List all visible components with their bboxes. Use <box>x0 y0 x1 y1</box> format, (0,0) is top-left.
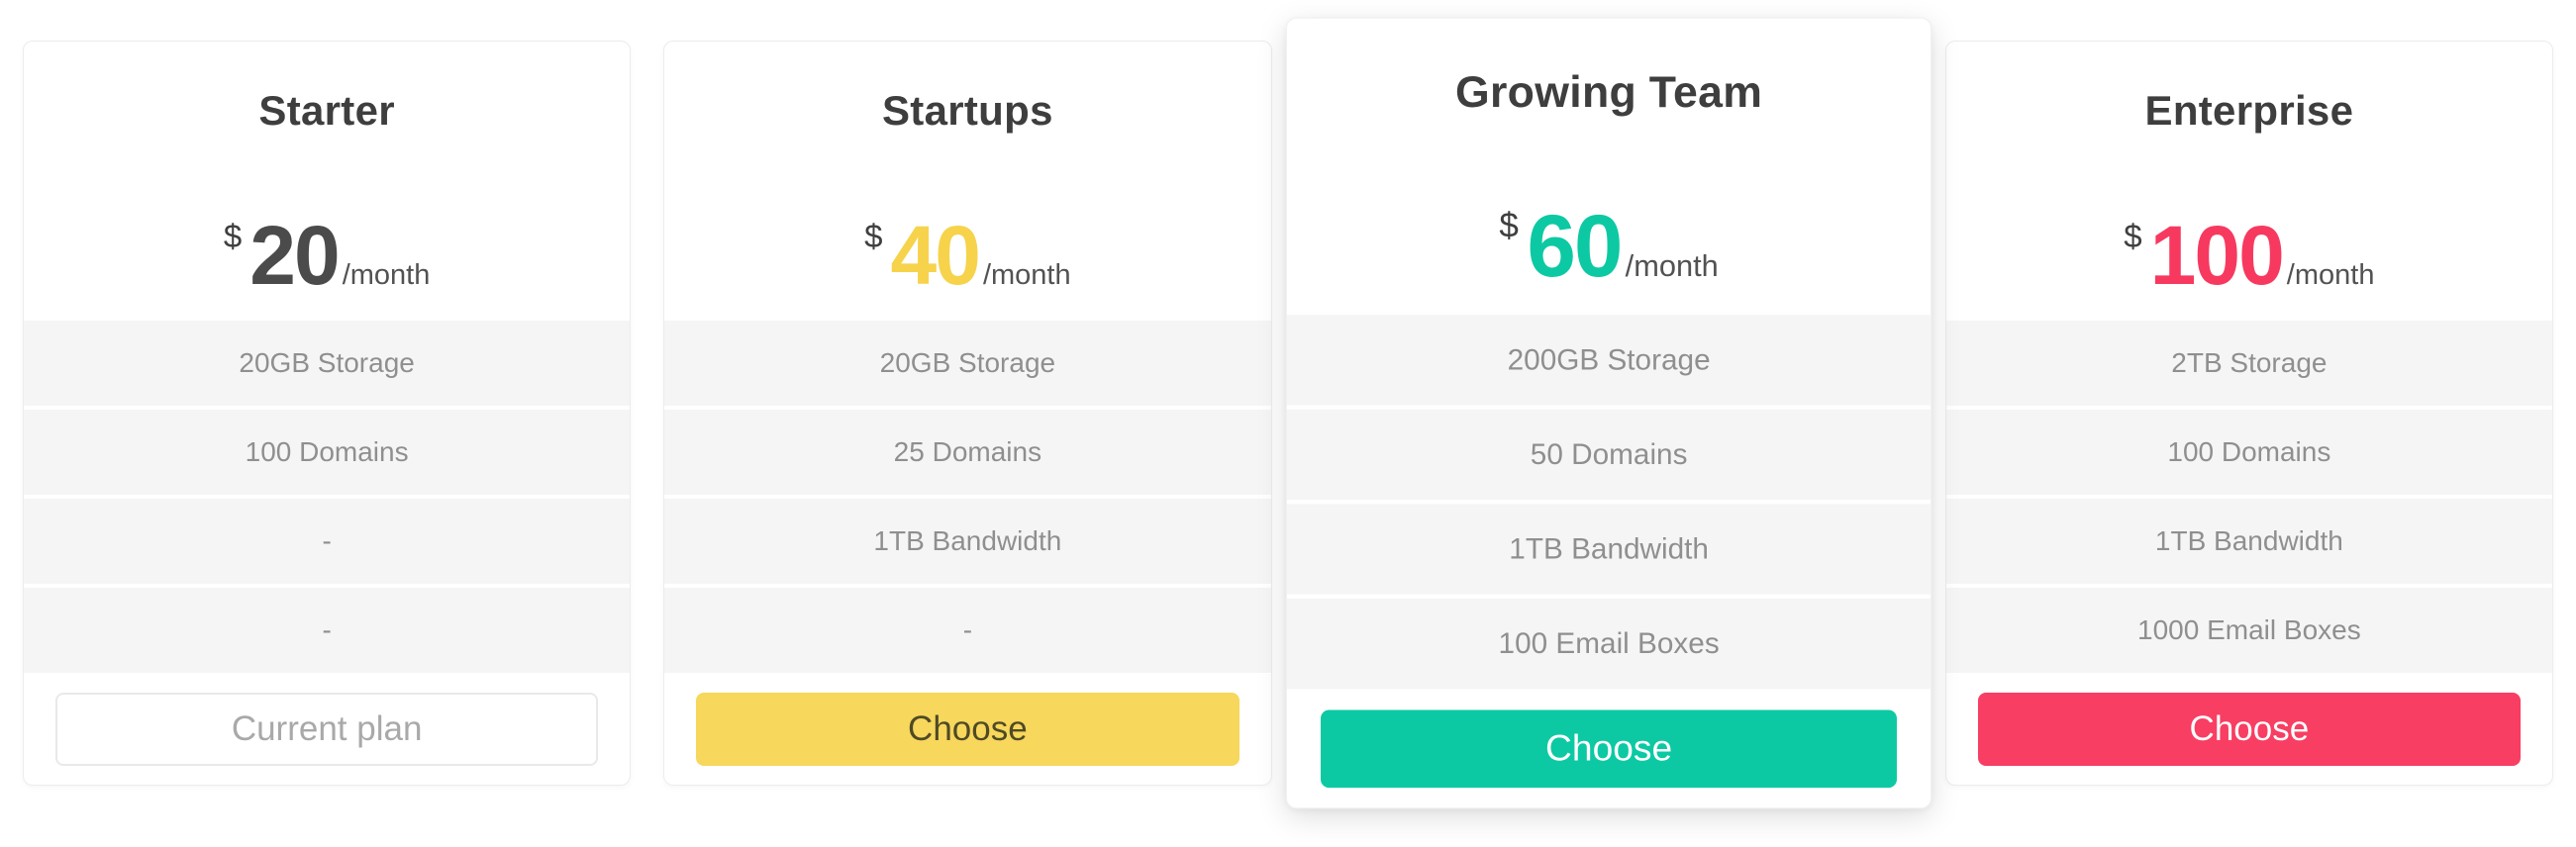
plan-title: Enterprise <box>2144 87 2354 134</box>
feature-row: - <box>24 499 631 584</box>
price-period: /month <box>982 259 1071 291</box>
price-period: /month <box>2286 259 2375 291</box>
plan-price: $ 100 /month <box>2124 214 2374 297</box>
feature-list: 200GB Storage 50 Domains 1TB Bandwidth 1… <box>1286 315 1931 690</box>
plan-footer: Choose <box>1287 689 1931 807</box>
currency-symbol: $ <box>2124 218 2142 254</box>
feature-list: 2TB Storage 100 Domains 1TB Bandwidth 10… <box>1945 321 2552 673</box>
feature-row: - <box>24 588 631 673</box>
feature-list: 20GB Storage 100 Domains - - <box>24 321 631 673</box>
plan-price: $ 20 /month <box>224 214 430 297</box>
choose-button[interactable]: Choose <box>1977 692 2521 766</box>
feature-list: 20GB Storage 25 Domains 1TB Bandwidth - <box>664 321 1271 673</box>
price-amount: 100 <box>2149 209 2285 302</box>
feature-row: 1000 Email Boxes <box>1945 588 2552 673</box>
feature-row: 1TB Bandwidth <box>664 499 1271 584</box>
feature-row: 200GB Storage <box>1286 315 1931 406</box>
pricing-table: Starter $ 20 /month 20GB Storage 100 Dom… <box>23 17 2553 809</box>
pricing-card-enterprise: Enterprise $ 100 /month 2TB Storage 100 … <box>1944 41 2553 786</box>
currency-symbol: $ <box>1498 205 1519 245</box>
pricing-card-growing-team: Growing Team $ 60 /month 200GB Storage 5… <box>1285 17 1932 809</box>
price-amount: 40 <box>890 209 981 302</box>
feature-row: - <box>664 588 1271 673</box>
feature-row: 20GB Storage <box>664 321 1271 406</box>
feature-row: 50 Domains <box>1286 409 1931 501</box>
plan-title: Starter <box>258 87 395 134</box>
plan-footer: Current plan <box>24 673 630 785</box>
plan-header: Growing Team $ 60 /month <box>1287 19 1931 315</box>
feature-row: 100 Domains <box>1945 410 2552 495</box>
plan-title: Startups <box>881 87 1053 134</box>
plan-footer: Choose <box>1946 673 2552 785</box>
feature-row: 100 Domains <box>24 410 631 495</box>
current-plan-button[interactable]: Current plan <box>55 692 599 766</box>
feature-row: 1TB Bandwidth <box>1286 504 1931 595</box>
feature-row: 20GB Storage <box>24 321 631 406</box>
currency-symbol: $ <box>223 218 243 254</box>
pricing-card-starter: Starter $ 20 /month 20GB Storage 100 Dom… <box>23 41 632 786</box>
pricing-card-startups: Startups $ 40 /month 20GB Storage 25 Dom… <box>663 41 1272 786</box>
currency-symbol: $ <box>864 218 883 254</box>
feature-row: 25 Domains <box>664 410 1271 495</box>
choose-button[interactable]: Choose <box>696 692 1239 766</box>
price-amount: 20 <box>249 209 340 302</box>
feature-row: 2TB Storage <box>1945 321 2552 406</box>
plan-footer: Choose <box>664 673 1270 785</box>
plan-header: Startups $ 40 /month <box>664 42 1270 321</box>
plan-header: Starter $ 20 /month <box>24 42 630 321</box>
plan-price: $ 40 /month <box>864 214 1070 297</box>
plan-header: Enterprise $ 100 /month <box>1946 42 2552 321</box>
choose-button[interactable]: Choose <box>1320 708 1897 788</box>
feature-row: 1TB Bandwidth <box>1945 499 2552 584</box>
feature-row: 100 Email Boxes <box>1286 598 1931 690</box>
plan-price: $ 60 /month <box>1499 202 1718 290</box>
price-period: /month <box>1625 249 1719 284</box>
price-amount: 60 <box>1526 196 1623 296</box>
price-period: /month <box>342 259 431 291</box>
plan-title: Growing Team <box>1454 66 1762 117</box>
